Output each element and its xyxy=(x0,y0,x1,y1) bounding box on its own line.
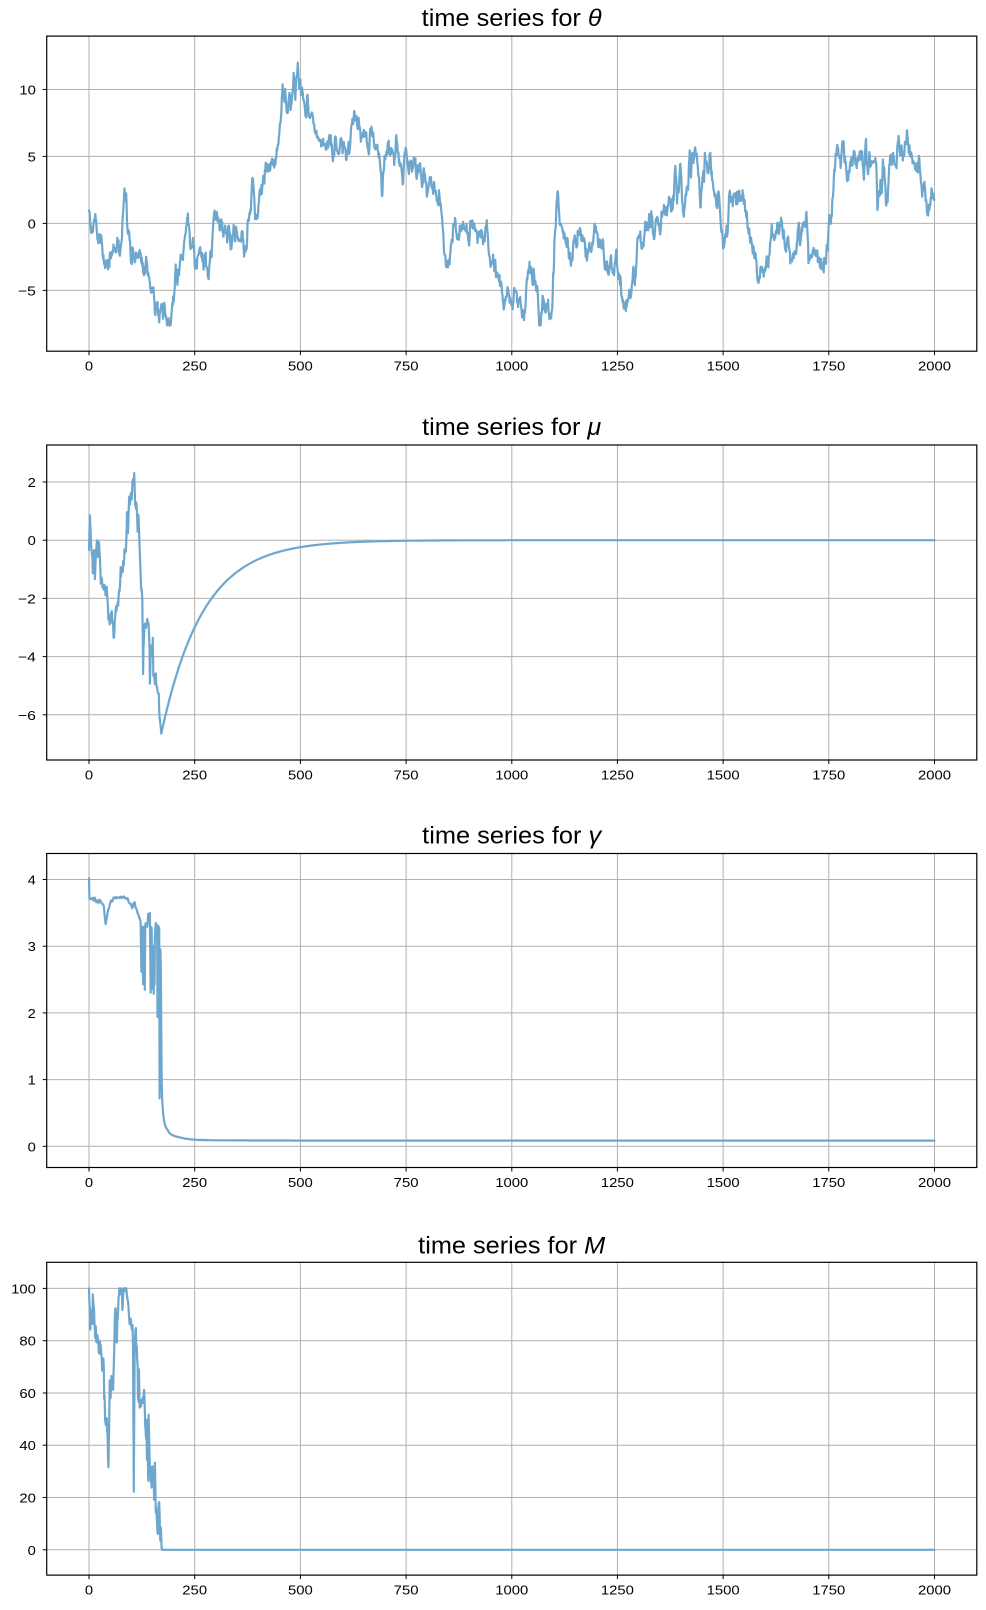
svg-text:1250: 1250 xyxy=(601,359,634,374)
svg-text:1750: 1750 xyxy=(812,1175,845,1190)
svg-text:−5: −5 xyxy=(18,283,36,298)
svg-text:0: 0 xyxy=(28,533,36,548)
svg-text:750: 750 xyxy=(394,1583,419,1598)
svg-text:1250: 1250 xyxy=(601,1175,634,1190)
svg-text:2: 2 xyxy=(28,1006,36,1021)
svg-text:2000: 2000 xyxy=(918,1175,951,1190)
svg-text:750: 750 xyxy=(394,1175,419,1190)
svg-text:500: 500 xyxy=(288,359,313,374)
svg-text:1750: 1750 xyxy=(812,767,845,782)
svg-text:2000: 2000 xyxy=(918,359,951,374)
svg-text:1500: 1500 xyxy=(707,767,740,782)
svg-text:1500: 1500 xyxy=(707,359,740,374)
svg-text:500: 500 xyxy=(288,767,313,782)
svg-text:0: 0 xyxy=(28,216,36,231)
svg-text:750: 750 xyxy=(394,767,419,782)
svg-text:time series for γ: time series for γ xyxy=(422,823,603,850)
svg-text:2000: 2000 xyxy=(918,767,951,782)
svg-text:3: 3 xyxy=(28,939,36,954)
svg-text:1: 1 xyxy=(28,1073,36,1088)
svg-text:0: 0 xyxy=(85,767,93,782)
svg-text:−2: −2 xyxy=(18,591,36,606)
svg-text:0: 0 xyxy=(28,1543,36,1558)
svg-text:750: 750 xyxy=(394,359,419,374)
svg-text:250: 250 xyxy=(182,359,207,374)
svg-text:40: 40 xyxy=(19,1438,36,1453)
svg-text:0: 0 xyxy=(28,1139,36,1154)
svg-text:1500: 1500 xyxy=(707,1583,740,1598)
svg-text:0: 0 xyxy=(85,1175,93,1190)
svg-text:time series for μ: time series for μ xyxy=(422,414,602,441)
svg-text:20: 20 xyxy=(19,1491,36,1506)
svg-text:0: 0 xyxy=(85,1583,93,1598)
svg-text:250: 250 xyxy=(182,1175,207,1190)
svg-text:5: 5 xyxy=(28,149,36,164)
svg-text:1000: 1000 xyxy=(495,1175,528,1190)
svg-text:−4: −4 xyxy=(18,650,36,665)
svg-text:−6: −6 xyxy=(18,708,36,723)
svg-text:4: 4 xyxy=(28,873,36,888)
svg-text:60: 60 xyxy=(19,1386,36,1401)
svg-text:250: 250 xyxy=(182,767,207,782)
svg-text:1000: 1000 xyxy=(495,767,528,782)
svg-text:80: 80 xyxy=(19,1334,36,1349)
svg-text:10: 10 xyxy=(19,83,36,98)
svg-text:250: 250 xyxy=(182,1583,207,1598)
svg-text:2: 2 xyxy=(28,475,36,490)
svg-text:0: 0 xyxy=(85,359,93,374)
svg-text:1250: 1250 xyxy=(601,1583,634,1598)
svg-text:time series for M: time series for M xyxy=(418,1233,606,1260)
svg-text:2000: 2000 xyxy=(918,1583,951,1598)
svg-text:100: 100 xyxy=(11,1281,36,1296)
svg-text:500: 500 xyxy=(288,1583,313,1598)
svg-text:1750: 1750 xyxy=(812,1583,845,1598)
svg-text:1000: 1000 xyxy=(495,359,528,374)
svg-text:1750: 1750 xyxy=(812,359,845,374)
svg-text:1500: 1500 xyxy=(707,1175,740,1190)
svg-text:1000: 1000 xyxy=(495,1583,528,1598)
svg-text:500: 500 xyxy=(288,1175,313,1190)
svg-text:time series for θ: time series for θ xyxy=(422,5,603,32)
svg-text:1250: 1250 xyxy=(601,767,634,782)
